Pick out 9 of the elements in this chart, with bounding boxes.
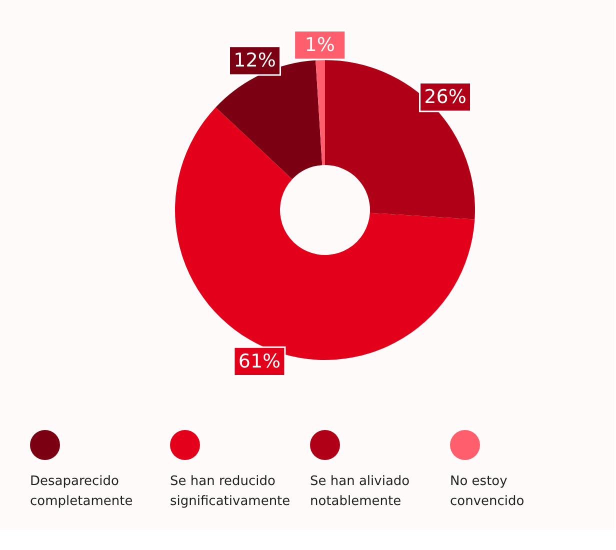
donut-slice	[325, 60, 475, 220]
legend-label: Desaparecido completamente	[30, 474, 133, 509]
data-label: 12%	[234, 50, 276, 72]
legend-label: Se han reducido significativamente	[170, 474, 290, 509]
legend-label: No estoy convencido	[450, 474, 524, 509]
data-label: 61%	[238, 350, 281, 372]
data-label: 26%	[424, 86, 466, 108]
data-label: 1%	[304, 34, 335, 56]
legend-label: Se han aliviado notablemente	[310, 474, 410, 509]
